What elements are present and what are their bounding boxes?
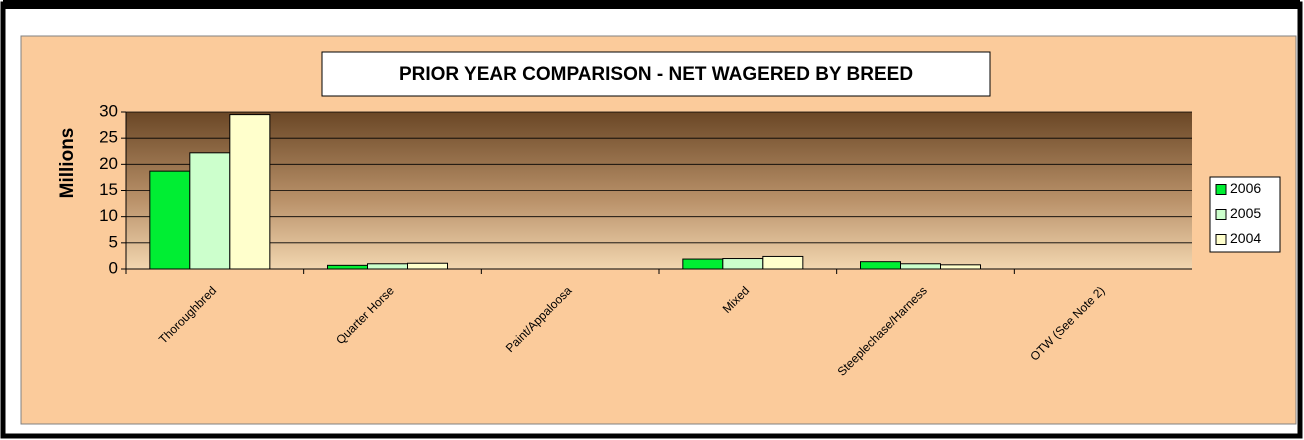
- y-tick-label: 15: [99, 180, 118, 199]
- chart-title: PRIOR YEAR COMPARISON - NET WAGERED BY B…: [399, 64, 913, 85]
- legend-swatch: [1215, 234, 1227, 245]
- bar: [940, 264, 981, 270]
- bar: [407, 262, 448, 270]
- bar: [149, 170, 191, 270]
- legend-swatch: [1215, 184, 1227, 195]
- legend-label: 2005: [1230, 205, 1261, 221]
- bar: [860, 261, 901, 270]
- y-tick-label: 0: [109, 258, 118, 277]
- bar: [722, 258, 764, 270]
- legend-swatch: [1215, 209, 1227, 220]
- frame-top: [3, 0, 1300, 9]
- bar: [682, 258, 724, 270]
- legend-label: 2004: [1230, 230, 1261, 246]
- y-tick-label: 25: [99, 128, 118, 147]
- y-tick-label: 10: [99, 206, 118, 225]
- bar: [367, 263, 408, 270]
- bar: [762, 255, 804, 270]
- y-tick-label: 20: [99, 154, 118, 173]
- bar: [189, 152, 231, 270]
- bar: [900, 263, 941, 270]
- bar: [327, 264, 368, 270]
- y-tick-label: 5: [109, 232, 118, 251]
- title-box: [321, 51, 991, 97]
- y-tick-label: 30: [99, 101, 118, 120]
- legend-label: 2006: [1230, 180, 1261, 196]
- bar: [229, 114, 271, 270]
- y-axis-label: Millions: [57, 128, 78, 199]
